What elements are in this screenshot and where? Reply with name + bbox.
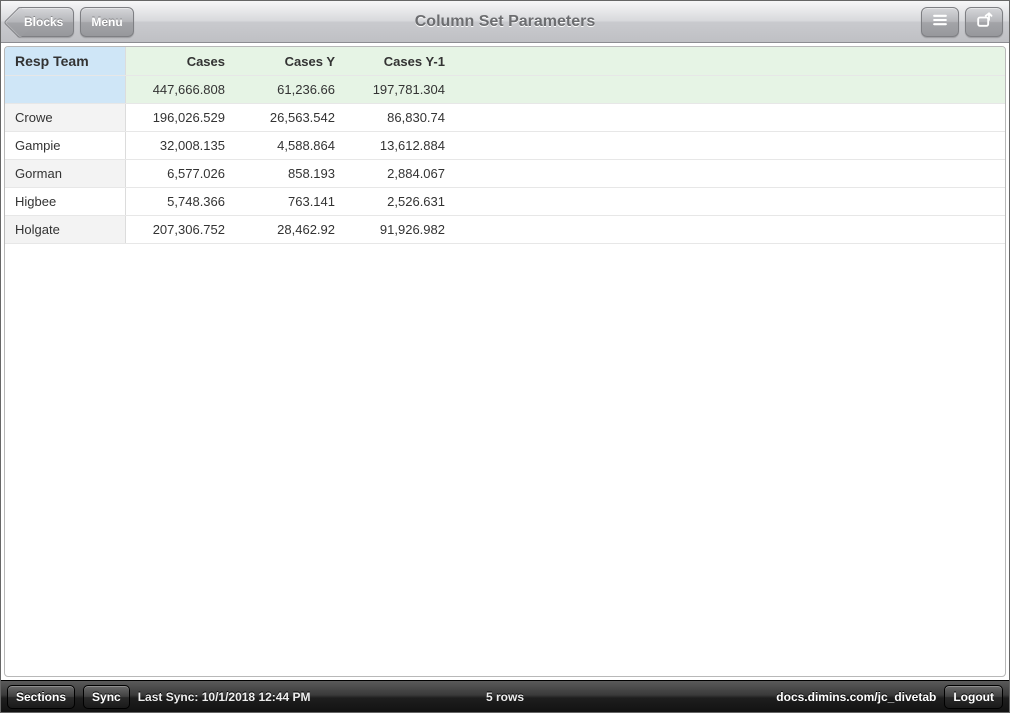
data-table: Resp Team Cases Cases Y Cases Y-1 447,66…: [5, 47, 1005, 244]
table-body: Crowe 196,026.529 26,563.542 86,830.74 G…: [5, 104, 1005, 244]
row-spacer: [455, 160, 1005, 188]
row-spacer: [455, 188, 1005, 216]
logout-button-label: Logout: [953, 690, 994, 704]
cell: 858.193: [235, 160, 345, 188]
header-spacer: [455, 47, 1005, 76]
column-header[interactable]: Cases Y-1: [345, 47, 455, 76]
back-button-label: Blocks: [24, 15, 63, 29]
menu-button-label: Menu: [91, 15, 122, 29]
cell: 6,577.026: [125, 160, 235, 188]
totals-cell: 197,781.304: [345, 76, 455, 104]
page-title: Column Set Parameters: [1, 13, 1009, 31]
row-spacer: [455, 132, 1005, 160]
row-spacer: [455, 216, 1005, 244]
table-row[interactable]: Holgate 207,306.752 28,462.92 91,926.982: [5, 216, 1005, 244]
row-spacer: [455, 104, 1005, 132]
table-row[interactable]: Gorman 6,577.026 858.193 2,884.067: [5, 160, 1005, 188]
table-row[interactable]: Higbee 5,748.366 763.141 2,526.631: [5, 188, 1005, 216]
bottom-toolbar: Sections Sync Last Sync: 10/1/2018 12:44…: [1, 680, 1009, 712]
table-totals-row: 447,666.808 61,236.66 197,781.304: [5, 76, 1005, 104]
sync-button-label: Sync: [92, 690, 121, 704]
table-header-row: Resp Team Cases Cases Y Cases Y-1: [5, 47, 1005, 76]
row-label: Gorman: [5, 160, 125, 188]
cell: 196,026.529: [125, 104, 235, 132]
cell: 32,008.135: [125, 132, 235, 160]
back-button[interactable]: Blocks: [17, 7, 74, 37]
sections-button-label: Sections: [16, 690, 66, 704]
cell: 86,830.74: [345, 104, 455, 132]
share-icon: [974, 10, 994, 33]
cell: 91,926.982: [345, 216, 455, 244]
row-label: Crowe: [5, 104, 125, 132]
totals-label-cell: [5, 76, 125, 104]
hamburger-icon: [930, 10, 950, 33]
row-label: Holgate: [5, 216, 125, 244]
cell: 2,884.067: [345, 160, 455, 188]
totals-spacer: [455, 76, 1005, 104]
row-label: Gampie: [5, 132, 125, 160]
logout-button[interactable]: Logout: [944, 685, 1003, 709]
cell: 28,462.92: [235, 216, 345, 244]
share-button[interactable]: [965, 7, 1003, 37]
cell: 4,588.864: [235, 132, 345, 160]
content-area: Resp Team Cases Cases Y Cases Y-1 447,66…: [4, 46, 1006, 677]
top-toolbar: Blocks Menu Column Set Parameters: [1, 1, 1009, 43]
cell: 207,306.752: [125, 216, 235, 244]
cell: 763.141: [235, 188, 345, 216]
last-sync-text: Last Sync: 10/1/2018 12:44 PM: [138, 690, 311, 704]
row-dimension-header[interactable]: Resp Team: [5, 47, 125, 76]
totals-cell: 447,666.808: [125, 76, 235, 104]
row-label: Higbee: [5, 188, 125, 216]
url-text: docs.dimins.com/jc_divetab: [776, 690, 936, 704]
cell: 5,748.366: [125, 188, 235, 216]
cell: 13,612.884: [345, 132, 455, 160]
sync-button[interactable]: Sync: [83, 685, 130, 709]
menu-button[interactable]: Menu: [80, 7, 133, 37]
column-header[interactable]: Cases: [125, 47, 235, 76]
cell: 2,526.631: [345, 188, 455, 216]
options-button[interactable]: [921, 7, 959, 37]
table-row[interactable]: Crowe 196,026.529 26,563.542 86,830.74: [5, 104, 1005, 132]
totals-cell: 61,236.66: [235, 76, 345, 104]
sections-button[interactable]: Sections: [7, 685, 75, 709]
column-header[interactable]: Cases Y: [235, 47, 345, 76]
cell: 26,563.542: [235, 104, 345, 132]
table-row[interactable]: Gampie 32,008.135 4,588.864 13,612.884: [5, 132, 1005, 160]
